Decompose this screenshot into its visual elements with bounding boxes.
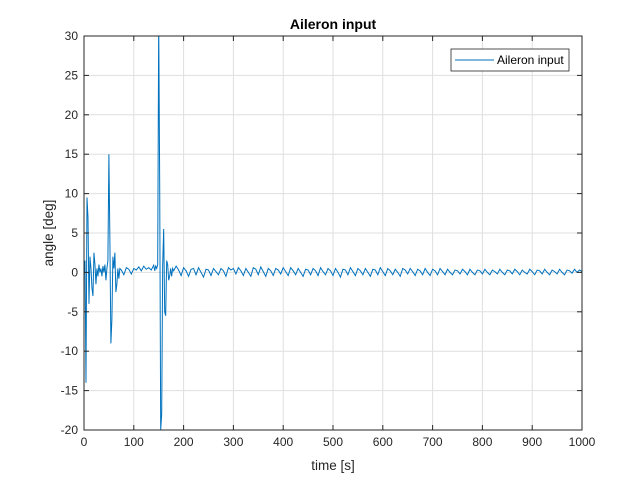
legend: Aileron input	[450, 48, 570, 72]
legend-box	[450, 48, 570, 72]
x-axis-label: time [s]	[311, 458, 355, 473]
y-tick-label: 25	[65, 68, 79, 82]
y-tick-label: 10	[65, 187, 79, 201]
x-tick-label: 200	[174, 435, 194, 449]
y-tick-label: 30	[65, 29, 79, 43]
chart-title: Aileron input	[290, 16, 377, 32]
y-tick-label: 0	[71, 265, 78, 279]
y-tick-labels: 30 25 20 15 10 5 0 -5 -10 -15 -20	[61, 29, 79, 437]
x-tick-label: 100	[124, 435, 144, 449]
tick-marks	[83, 35, 583, 431]
y-axis-label: angle [deg]	[41, 200, 56, 267]
series-line-aileron-input	[84, 36, 582, 430]
grid	[84, 36, 582, 430]
y-tick-label: 5	[71, 226, 78, 240]
x-tick-label: 700	[423, 435, 443, 449]
y-tick-label: -15	[61, 384, 79, 398]
x-tick-label: 600	[373, 435, 393, 449]
x-tick-label: 1000	[569, 435, 596, 449]
x-tick-labels: 0 100 200 300 400 500 600 700 800 900 1000	[81, 435, 596, 449]
y-tick-label: 15	[65, 147, 79, 161]
legend-entry-aileron-input: Aileron input	[497, 53, 564, 67]
y-tick-label: -5	[67, 305, 78, 319]
x-tick-label: 800	[472, 435, 492, 449]
x-tick-label: 300	[223, 435, 243, 449]
y-tick-label: -20	[61, 423, 79, 437]
y-tick-label: -10	[61, 344, 79, 358]
y-tick-label: 20	[65, 108, 79, 122]
x-tick-label: 900	[522, 435, 542, 449]
x-tick-label: 400	[273, 435, 293, 449]
x-tick-label: 0	[81, 435, 88, 449]
x-tick-label: 500	[323, 435, 343, 449]
